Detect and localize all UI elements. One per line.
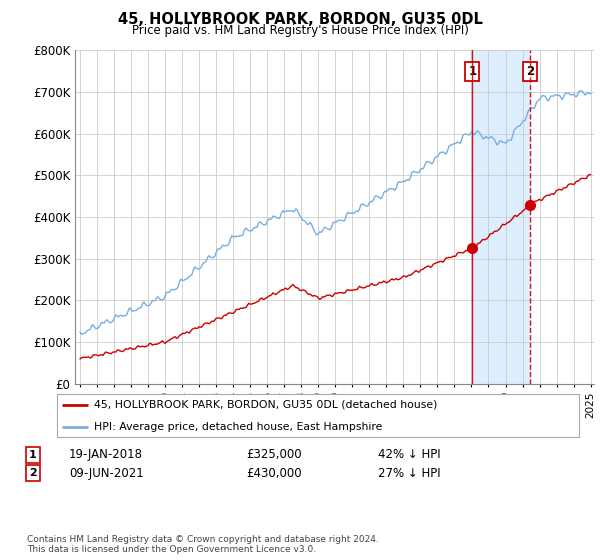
Text: 1: 1	[468, 66, 476, 78]
Text: HPI: Average price, detached house, East Hampshire: HPI: Average price, detached house, East…	[94, 422, 382, 432]
Bar	[472, 50, 530, 384]
Text: Price paid vs. HM Land Registry's House Price Index (HPI): Price paid vs. HM Land Registry's House …	[131, 24, 469, 37]
Text: 1: 1	[29, 450, 37, 460]
FancyBboxPatch shape	[56, 394, 580, 437]
Text: 27% ↓ HPI: 27% ↓ HPI	[378, 466, 440, 480]
Text: Contains HM Land Registry data © Crown copyright and database right 2024.
This d: Contains HM Land Registry data © Crown c…	[27, 535, 379, 554]
Text: £325,000: £325,000	[246, 448, 302, 461]
Text: £430,000: £430,000	[246, 466, 302, 480]
Text: 2: 2	[29, 468, 37, 478]
Text: 09-JUN-2021: 09-JUN-2021	[69, 466, 144, 480]
Text: 19-JAN-2018: 19-JAN-2018	[69, 448, 143, 461]
Text: 42% ↓ HPI: 42% ↓ HPI	[378, 448, 440, 461]
Text: 45, HOLLYBROOK PARK, BORDON, GU35 0DL (detached house): 45, HOLLYBROOK PARK, BORDON, GU35 0DL (d…	[94, 400, 437, 410]
Text: 2: 2	[526, 66, 534, 78]
Text: 45, HOLLYBROOK PARK, BORDON, GU35 0DL: 45, HOLLYBROOK PARK, BORDON, GU35 0DL	[118, 12, 482, 27]
